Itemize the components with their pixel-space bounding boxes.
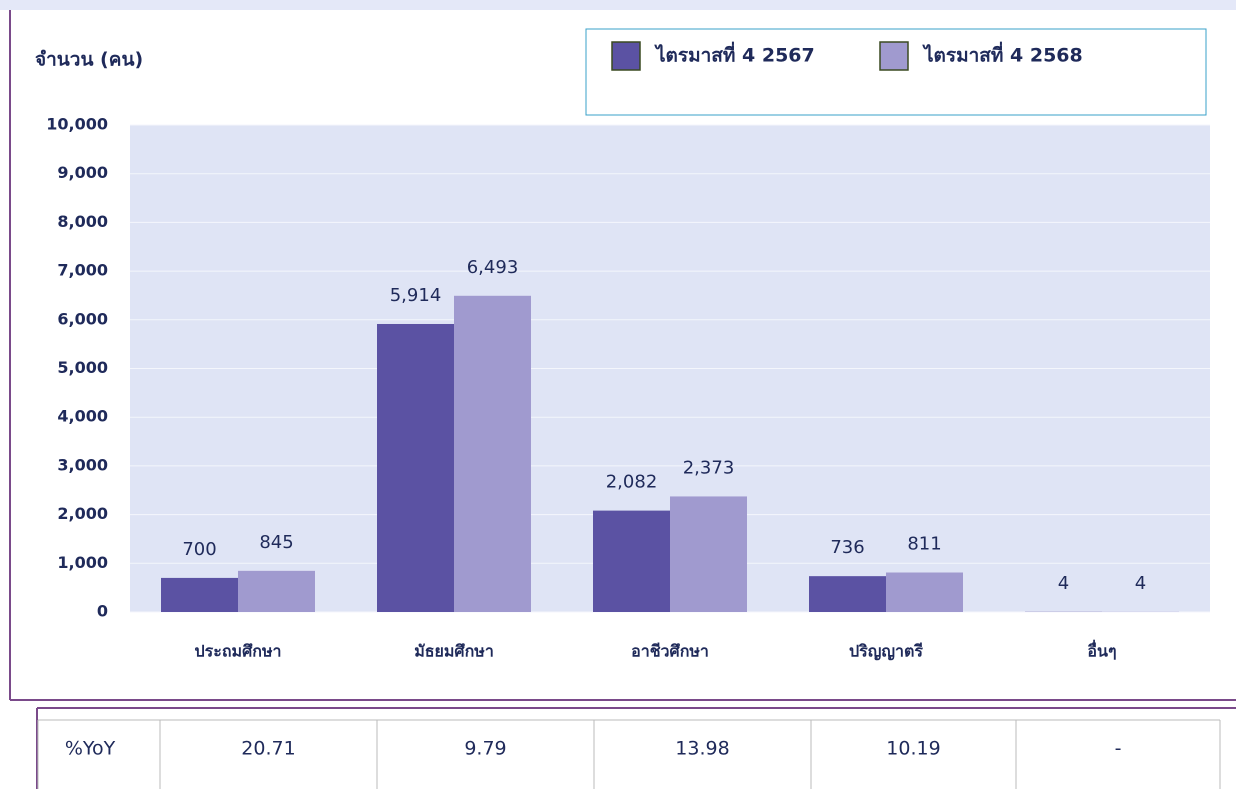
table-cell: 9.79: [464, 738, 506, 760]
y-tick-label: 3,000: [57, 455, 108, 474]
y-tick-label: 7,000: [57, 261, 108, 280]
legend-swatch: [879, 41, 909, 71]
x-tick-label: มัธยมศึกษา: [414, 642, 494, 661]
bar: [377, 323, 454, 612]
y-tick-label: 2,000: [57, 504, 108, 523]
data-label: 2,373: [683, 457, 735, 478]
data-label: 6,493: [467, 257, 519, 278]
bar: [238, 570, 315, 612]
bar: [670, 496, 747, 612]
y-tick-label: 9,000: [57, 163, 108, 182]
x-tick-label: อาชีวศึกษา: [631, 642, 709, 661]
table-header: %YoY: [65, 738, 116, 760]
y-tick-label: 10,000: [46, 115, 108, 134]
bar: [161, 577, 238, 612]
y-tick-label: 6,000: [57, 309, 108, 328]
data-label: 5,914: [390, 285, 442, 306]
y-tick-label: 5,000: [57, 358, 108, 377]
y-axis-label: จำนวน (คน): [35, 49, 143, 71]
legend-label: ไตรมาสที่ 4 2567: [654, 42, 815, 67]
bar: [809, 576, 886, 612]
bar: [886, 572, 963, 612]
y-tick-label: 1,000: [57, 553, 108, 572]
table-cell: 20.71: [241, 738, 295, 760]
data-label: 2,082: [606, 472, 658, 493]
data-label: 4: [1058, 573, 1069, 594]
y-tick-label: 8,000: [57, 212, 108, 231]
table-cell: 13.98: [675, 738, 729, 760]
data-label: 845: [259, 532, 293, 553]
table-cell: -: [1115, 738, 1122, 760]
x-tick-label: อื่นๆ: [1087, 640, 1117, 661]
data-label: 4: [1135, 573, 1146, 594]
bar: [454, 295, 531, 612]
legend-swatch: [611, 41, 641, 71]
data-label: 811: [907, 534, 941, 555]
bar: [593, 510, 670, 612]
y-tick-label: 4,000: [57, 407, 108, 426]
top-band: [0, 0, 1236, 10]
data-label: 700: [182, 539, 216, 560]
legend-label: ไตรมาสที่ 4 2568: [922, 42, 1083, 67]
x-tick-label: ประถมศึกษา: [195, 642, 282, 661]
table-cell: 10.19: [886, 738, 940, 760]
x-tick-label: ปริญญาตรี: [849, 642, 923, 662]
data-label: 736: [830, 537, 864, 558]
y-tick-label: 0: [97, 602, 108, 621]
